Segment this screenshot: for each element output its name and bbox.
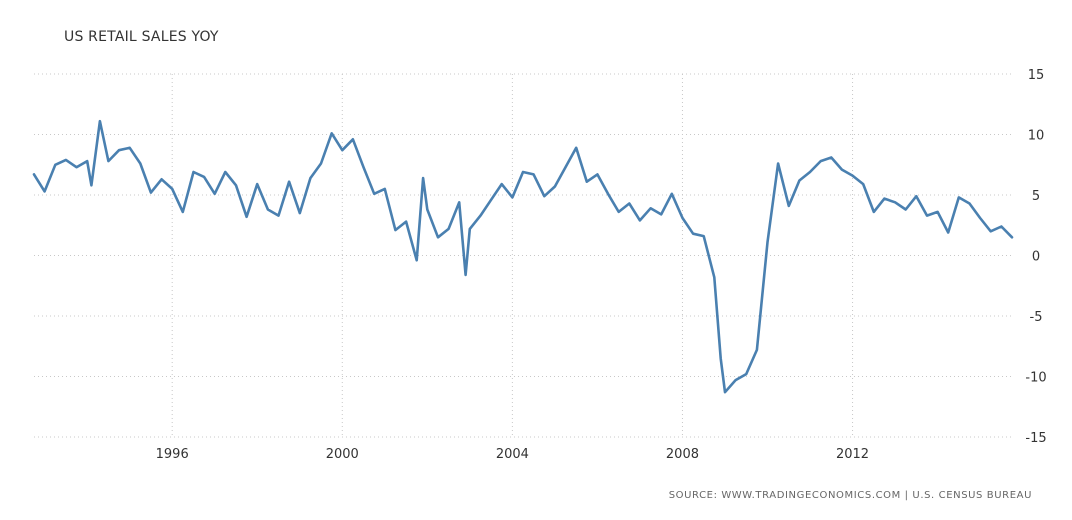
x-tick-label: 2012 [836,447,869,462]
chart-title: US RETAIL SALES YOY [64,29,219,45]
x-tick-label: 2008 [666,447,699,462]
y-tick-label: -5 [1030,310,1043,325]
y-tick-label: 15 [1028,68,1045,83]
series-line [32,119,1014,394]
y-tick-label: -15 [1025,431,1046,446]
x-tick-label: 2004 [496,447,529,462]
x-tick-label: 2000 [326,447,359,462]
y-tick-label: 0 [1032,250,1040,265]
source-note: SOURCE: WWW.TRADINGECONOMICS.COM | U.S. … [668,490,1032,501]
y-tick-label: -10 [1025,371,1046,386]
x-tick-label: 1996 [156,447,189,462]
y-tick-label: 10 [1028,129,1045,144]
y-tick-label: 5 [1032,189,1040,204]
